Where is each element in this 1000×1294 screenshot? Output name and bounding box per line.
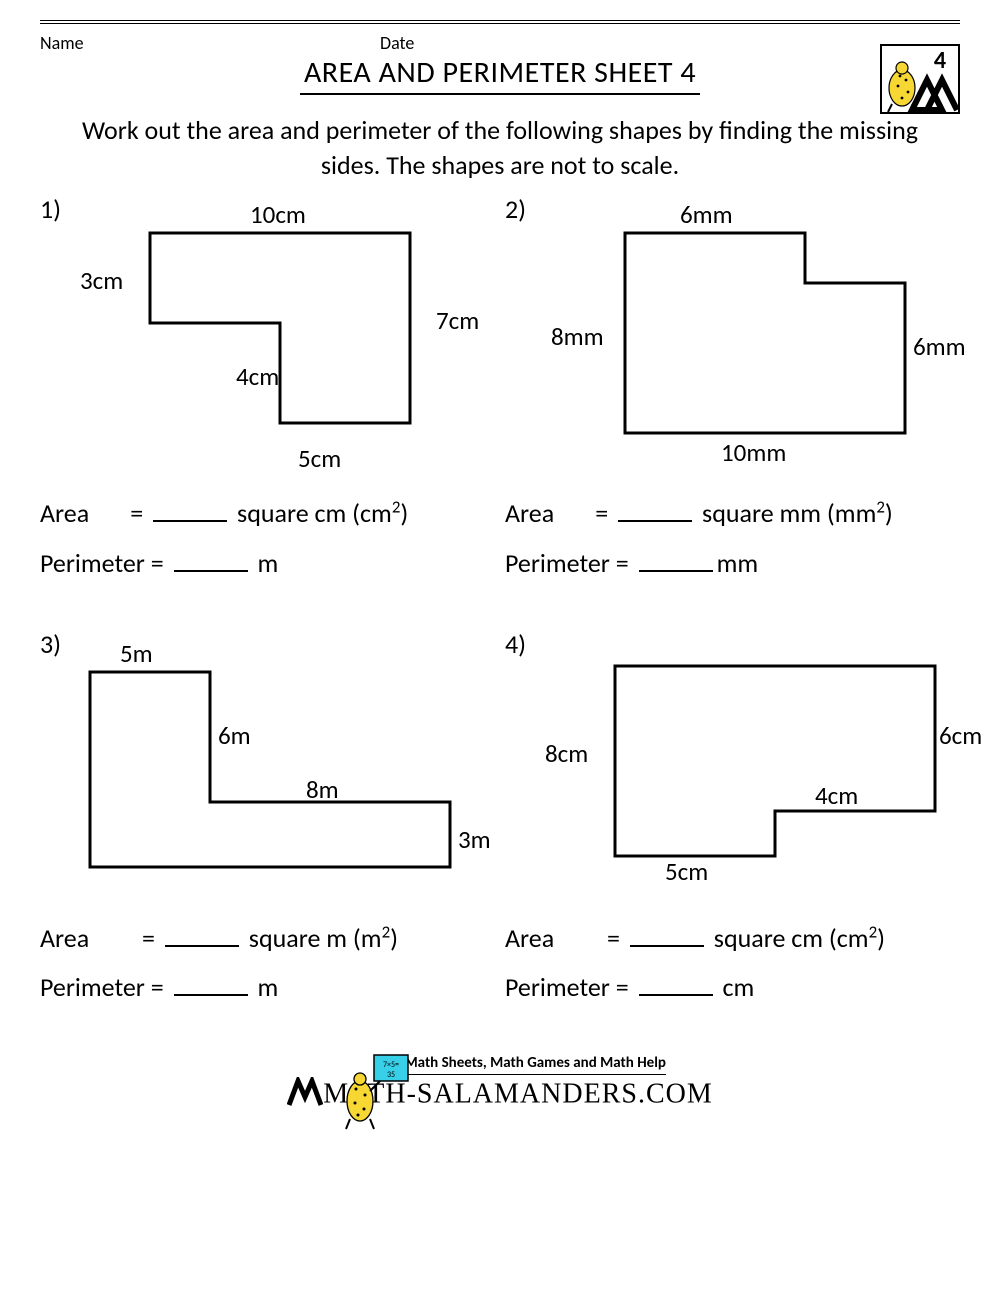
answers: Area = square cm (cm2) Perimeter = cm (505, 914, 960, 1013)
top-rule (40, 20, 960, 24)
area-blank[interactable] (165, 924, 239, 947)
salamander-icon: 7×5= 35 (340, 1053, 410, 1131)
dim-top: 10cm (250, 199, 306, 230)
area-blank[interactable] (618, 499, 692, 522)
perimeter-blank[interactable] (639, 548, 713, 571)
problem-1: 1) 10cm 3cm 7cm 4cm 5cm Area = square cm… (40, 193, 495, 588)
shape-svg (605, 223, 925, 443)
answers: Area = square mm (mm2) Perimeter = mm (505, 489, 960, 588)
problem-2: 2) 6mm 8mm 6mm 10mm Area = square mm (mm… (505, 193, 960, 588)
dim-right: 3m (458, 824, 491, 855)
dim-top: 6mm (680, 199, 733, 230)
dim-left: 8cm (545, 738, 588, 769)
dim-top: 5m (120, 638, 153, 669)
svg-text:7×5=: 7×5= (383, 1060, 399, 1070)
worksheet-page: Name Date 4 AREA AND PERIMETER SHEET 4 W… (0, 0, 1000, 1163)
footer-tagline: Free Math Sheets, Math Games and Math He… (374, 1054, 666, 1075)
footer-brand: MATH-SALAMANDERS.COM (40, 1077, 960, 1111)
svg-text:35: 35 (387, 1070, 395, 1080)
perimeter-blank[interactable] (639, 973, 713, 996)
shape-svg (80, 662, 460, 872)
problems-grid: 1) 10cm 3cm 7cm 4cm 5cm Area = square cm… (40, 193, 960, 1013)
perimeter-line: Perimeter = m (40, 963, 495, 1012)
area-line: Area = square m (m2) (40, 914, 495, 963)
answers: Area = square m (m2) Perimeter = m (40, 914, 495, 1013)
problem-3: 3) 5m 6m 8m 3m Area = square m (m2) Peri… (40, 628, 495, 1013)
area-blank[interactable] (630, 924, 704, 947)
shape-svg (130, 223, 430, 443)
date-label: Date (380, 32, 414, 54)
footer: 7×5= 35 Free Math Sheets, Math Games and… (40, 1053, 960, 1143)
perimeter-blank[interactable] (174, 548, 248, 571)
area-line: Area = square cm (cm2) (40, 489, 495, 538)
dim-bottom: 10mm (721, 437, 786, 468)
title-wrap: AREA AND PERIMETER SHEET 4 (40, 58, 960, 95)
problem-4: 4) 8cm 6cm 4cm 5cm Area = square cm (cm2… (505, 628, 960, 1013)
dim-left: 8mm (551, 321, 604, 352)
instructions: Work out the area and perimeter of the f… (76, 113, 924, 183)
area-blank[interactable] (153, 499, 227, 522)
shape-container: 6mm 8mm 6mm 10mm (505, 193, 960, 483)
shape-svg (595, 656, 955, 866)
shape-container: 5m 6m 8m 3m (40, 628, 495, 888)
shape-container: 8cm 6cm 4cm 5cm (505, 628, 960, 888)
perimeter-line: Perimeter = m (40, 539, 495, 588)
perimeter-line: Perimeter = mm (505, 539, 960, 588)
header-row: Name Date (40, 32, 960, 54)
area-line: Area = square cm (cm2) (505, 914, 960, 963)
name-label: Name (40, 32, 380, 54)
shape-container: 10cm 3cm 7cm 4cm 5cm (40, 193, 495, 483)
area-line: Area = square mm (mm2) (505, 489, 960, 538)
brand-m-icon (287, 1077, 323, 1107)
dim-right: 6mm (913, 331, 966, 362)
dim-right: 6cm (939, 720, 982, 751)
perimeter-line: Perimeter = cm (505, 963, 960, 1012)
dim-bottom: 5cm (298, 443, 341, 474)
dim-mid-top: 8m (306, 774, 339, 805)
worksheet-title: AREA AND PERIMETER SHEET 4 (300, 54, 700, 95)
dim-left: 3cm (80, 265, 123, 296)
dim-inner-left: 4cm (236, 361, 279, 392)
dim-inner: 4cm (815, 780, 858, 811)
answers: Area = square cm (cm2) Perimeter = m (40, 489, 495, 588)
dim-bottom: 5cm (665, 856, 708, 887)
dim-right: 7cm (436, 305, 479, 336)
perimeter-blank[interactable] (174, 973, 248, 996)
dim-inner-right: 6m (218, 720, 251, 751)
